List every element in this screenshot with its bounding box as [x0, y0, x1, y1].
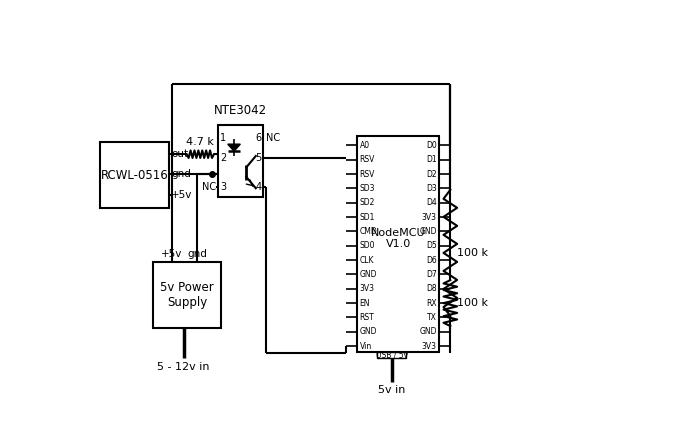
Text: D8: D8 [426, 284, 437, 293]
Bar [153, 263, 221, 328]
Text: D2: D2 [426, 170, 437, 178]
Text: D3: D3 [426, 184, 437, 193]
Text: A0: A0 [359, 141, 370, 150]
Text: GND: GND [419, 327, 437, 336]
Text: NTE3042: NTE3042 [214, 104, 267, 117]
Text: NC: NC [202, 182, 216, 191]
Text: RSV: RSV [359, 170, 375, 178]
Text: 100 k: 100 k [456, 248, 487, 258]
Text: NodeMCU
V1.0: NodeMCU V1.0 [371, 228, 425, 249]
Text: RST: RST [359, 313, 374, 322]
Text: out: out [171, 149, 188, 159]
Text: +5v: +5v [171, 190, 192, 199]
Text: 4.7 k: 4.7 k [186, 137, 214, 147]
Text: 5 - 12v in: 5 - 12v in [157, 362, 210, 372]
Text: D0: D0 [426, 141, 437, 150]
Bar [100, 142, 169, 207]
Text: RSV: RSV [359, 155, 375, 164]
Bar [357, 136, 439, 352]
Text: 3V3: 3V3 [359, 284, 374, 293]
Text: SD3: SD3 [359, 184, 375, 193]
Text: +5v: +5v [161, 249, 183, 259]
Text: 3V3: 3V3 [422, 213, 437, 222]
Text: SD1: SD1 [359, 213, 375, 222]
Text: 6: 6 [255, 133, 261, 142]
Text: EN: EN [359, 299, 370, 307]
Text: gnd: gnd [171, 169, 191, 179]
Text: D4: D4 [426, 198, 437, 207]
Text: gnd: gnd [188, 249, 207, 259]
Text: 100 k: 100 k [456, 298, 487, 308]
Text: 5v Power
Supply: 5v Power Supply [160, 281, 214, 309]
Text: USB / 5v: USB / 5v [376, 350, 408, 359]
Text: D1: D1 [426, 155, 437, 164]
Polygon shape [227, 144, 240, 151]
Text: GND: GND [419, 227, 437, 236]
Text: D5: D5 [426, 241, 437, 250]
Text: NC: NC [265, 133, 280, 142]
Text: 3: 3 [220, 182, 226, 191]
Text: Vin: Vin [359, 342, 372, 351]
Text: GND: GND [359, 270, 377, 279]
Text: CLK: CLK [359, 255, 374, 265]
Text: 100 k: 100 k [456, 248, 487, 258]
Text: GND: GND [359, 327, 377, 336]
Text: D6: D6 [426, 255, 437, 265]
Text: RX: RX [426, 299, 437, 307]
Text: RCWL-0516: RCWL-0516 [101, 169, 169, 182]
Text: 2: 2 [220, 153, 226, 163]
Text: 1: 1 [220, 133, 226, 142]
Bar [219, 125, 263, 197]
Text: 5: 5 [255, 153, 261, 163]
Text: 4: 4 [255, 182, 261, 191]
Text: D7: D7 [426, 270, 437, 279]
Text: TX: TX [427, 313, 437, 322]
Text: 5v in: 5v in [378, 385, 406, 395]
Text: SD0: SD0 [359, 241, 375, 250]
Text: CMD: CMD [359, 227, 377, 236]
Text: 3V3: 3V3 [422, 342, 437, 351]
Bar [377, 352, 406, 358]
Text: SD2: SD2 [359, 198, 375, 207]
